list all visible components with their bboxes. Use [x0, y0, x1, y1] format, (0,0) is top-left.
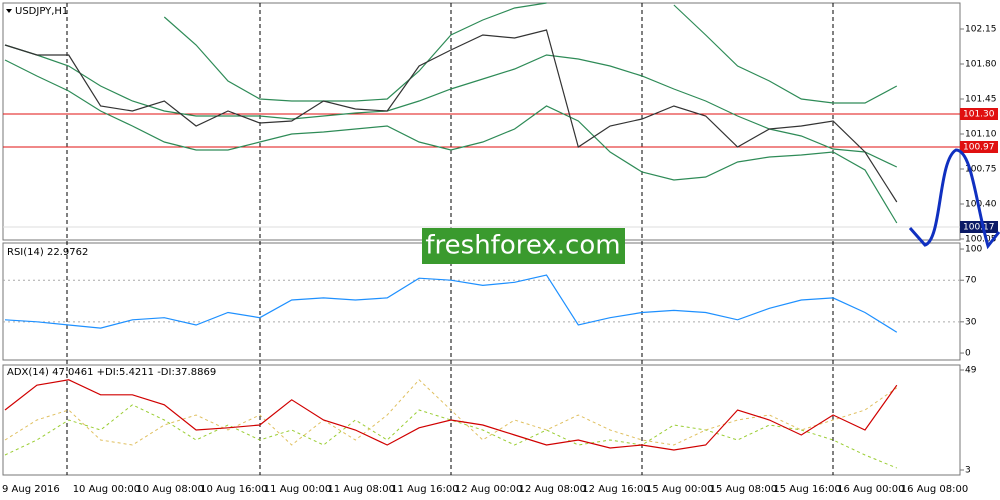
watermark: freshforex.com: [425, 231, 620, 261]
series-line: [4, 29, 898, 203]
y-tick-label: 70: [965, 276, 977, 286]
series-line: [4, 59, 898, 224]
y-tick-label: 102.15: [965, 25, 997, 35]
x-tick-label: 15 Aug 08:00: [710, 484, 777, 495]
y-tick-label: 101.45: [965, 95, 997, 105]
x-tick-label: 15 Aug 16:00: [773, 484, 840, 495]
level-label: 101.30: [963, 110, 995, 120]
day-separators: [66, 3, 834, 475]
y-tick-label: 100.75: [965, 165, 997, 175]
level-label-box: [960, 141, 998, 153]
x-tick-label: 11 Aug 00:00: [264, 484, 331, 495]
y-tick-label: 30: [965, 317, 977, 327]
price-panel: [2, 2, 961, 241]
x-tick-label: 12 Aug 16:00: [582, 484, 649, 495]
y-tick-label: 0: [965, 349, 971, 359]
y-tick-label: 101.10: [965, 130, 997, 140]
series-line: [4, 274, 898, 333]
x-tick-label: 12 Aug 00:00: [455, 484, 522, 495]
y-tick-label: 100.40: [965, 200, 997, 210]
x-tick-label: 16 Aug 00:00: [837, 484, 904, 495]
level-label: 100.97: [963, 143, 995, 153]
menu-arrow: [6, 9, 12, 13]
series-line: [4, 379, 898, 446]
price-label-box: [960, 221, 998, 233]
symbol-title: USDJPY,H1: [15, 6, 68, 17]
y-tick-label: 100.05: [965, 235, 997, 245]
hand-drawn-arrow: [908, 148, 1000, 250]
price-label: 100.17: [963, 223, 995, 233]
x-tick-label: 16 Aug 08:00: [901, 484, 968, 495]
adx-panel: [2, 364, 961, 476]
x-tick-label: 10 Aug 00:00: [73, 484, 140, 495]
x-tick-label: 10 Aug 16:00: [200, 484, 267, 495]
series-line: [4, 404, 897, 469]
level-label-box: [960, 108, 998, 120]
y-tick-label: 100: [965, 245, 982, 255]
x-tick-label: 10 Aug 08:00: [136, 484, 203, 495]
x-tick-label: 11 Aug 16:00: [391, 484, 458, 495]
y-tick-label: 3: [965, 466, 971, 476]
series-line: [163, 2, 898, 104]
x-tick-label: 15 Aug 00:00: [646, 484, 713, 495]
adx-title: ADX(14) 47.0461 +DI:5.4211 -DI:37.8869: [7, 367, 216, 378]
y-tick-label: 49: [965, 366, 977, 376]
series-line: [4, 44, 898, 168]
y-tick-label: 101.80: [965, 60, 997, 70]
watermark-box: [422, 228, 625, 264]
x-tick-label: 9 Aug 2016: [2, 484, 60, 495]
rsi-title: RSI(14) 22.9762: [7, 247, 88, 258]
x-tick-label: 12 Aug 08:00: [519, 484, 586, 495]
x-tick-label: 11 Aug 08:00: [328, 484, 395, 495]
series-line: [4, 379, 898, 451]
